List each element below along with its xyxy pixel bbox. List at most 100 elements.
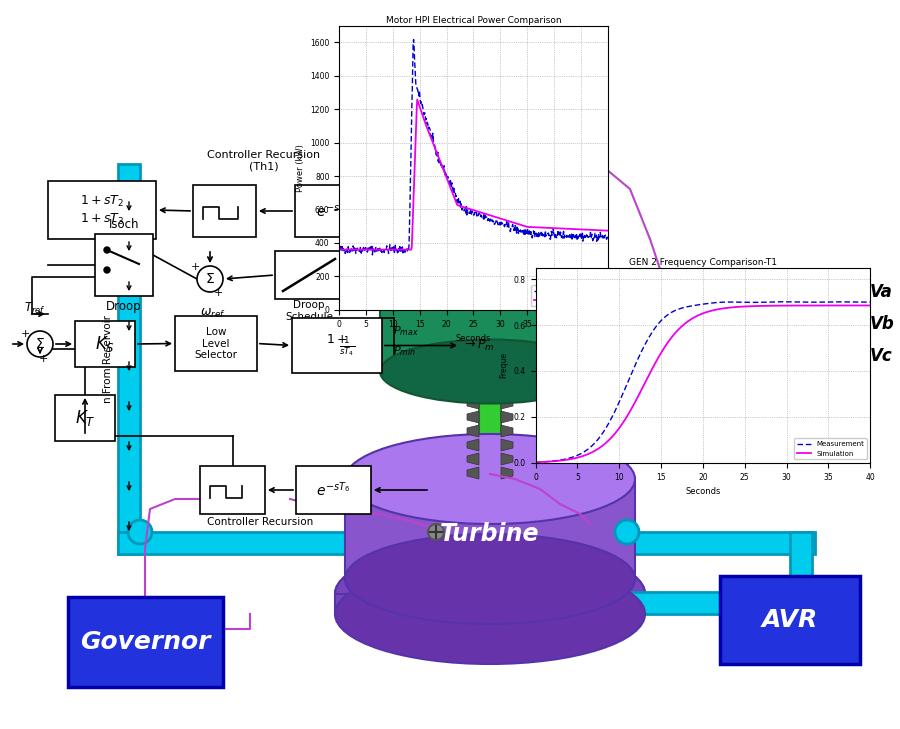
Text: $\omega_{ref}$: $\omega_{ref}$ bbox=[200, 307, 226, 320]
Text: +: + bbox=[39, 354, 48, 364]
Text: Droop
Schedule: Droop Schedule bbox=[285, 300, 333, 321]
Ellipse shape bbox=[335, 544, 645, 644]
Ellipse shape bbox=[482, 67, 498, 79]
Bar bbox=[118, 532, 538, 554]
Text: +: + bbox=[21, 329, 30, 339]
Bar bbox=[627, 592, 812, 614]
Text: $T_{ref}$: $T_{ref}$ bbox=[24, 301, 46, 316]
Polygon shape bbox=[490, 115, 543, 124]
Text: $\omega$: $\omega$ bbox=[435, 202, 450, 220]
Text: +: + bbox=[213, 288, 222, 298]
Polygon shape bbox=[482, 124, 498, 138]
Bar bbox=[790, 532, 812, 614]
Text: $\omega_{ref}$: $\omega_{ref}$ bbox=[365, 257, 391, 270]
Y-axis label: Power (kW): Power (kW) bbox=[295, 144, 304, 192]
Bar bbox=[193, 185, 256, 237]
Bar bbox=[482, 73, 498, 91]
Ellipse shape bbox=[475, 81, 505, 101]
Text: Exciter: Exciter bbox=[418, 139, 494, 158]
Ellipse shape bbox=[345, 534, 635, 624]
Polygon shape bbox=[467, 439, 479, 451]
Bar bbox=[200, 466, 265, 514]
Bar bbox=[48, 181, 156, 239]
Legend: Measurement, Simulation: Measurement, Simulation bbox=[531, 285, 604, 306]
Bar bbox=[295, 185, 370, 237]
Bar bbox=[292, 318, 382, 373]
Bar bbox=[118, 164, 140, 554]
Text: n From Reservoir: n From Reservoir bbox=[103, 315, 113, 403]
Bar bbox=[479, 369, 501, 489]
Text: $P_{min}$: $P_{min}$ bbox=[393, 344, 416, 358]
Polygon shape bbox=[501, 369, 513, 381]
Text: Va: Va bbox=[870, 283, 893, 301]
X-axis label: Seconds: Seconds bbox=[685, 487, 721, 496]
Bar bbox=[55, 395, 115, 441]
Text: Generator: Generator bbox=[422, 292, 557, 316]
Circle shape bbox=[428, 524, 444, 540]
Ellipse shape bbox=[345, 534, 635, 624]
Text: $K_S$: $K_S$ bbox=[95, 334, 115, 354]
Ellipse shape bbox=[335, 564, 645, 664]
Circle shape bbox=[128, 520, 152, 544]
Text: Governor: Governor bbox=[80, 630, 211, 654]
Ellipse shape bbox=[335, 544, 645, 644]
Text: $1 + sT_3$: $1 + sT_3$ bbox=[80, 211, 124, 227]
Bar bbox=[296, 466, 371, 514]
Text: 1: 1 bbox=[592, 212, 600, 225]
Text: $e^{-sT_6}$: $e^{-sT_6}$ bbox=[317, 480, 351, 499]
Ellipse shape bbox=[380, 340, 600, 403]
Bar bbox=[68, 597, 223, 687]
Polygon shape bbox=[490, 124, 530, 133]
Polygon shape bbox=[435, 99, 545, 134]
Text: Droop: Droop bbox=[106, 300, 142, 313]
Bar bbox=[605, 532, 815, 554]
Text: Vc: Vc bbox=[870, 347, 893, 365]
Text: $\rightarrow P_m$: $\rightarrow P_m$ bbox=[462, 338, 495, 353]
Text: AVR: AVR bbox=[762, 608, 818, 632]
Text: Controller Recursion
(Th1): Controller Recursion (Th1) bbox=[207, 150, 320, 172]
Bar bbox=[720, 576, 860, 664]
Text: $1 + sT_2$: $1 + sT_2$ bbox=[80, 193, 124, 208]
Bar bbox=[75, 321, 135, 367]
Text: $1 +$: $1 +$ bbox=[326, 333, 347, 346]
Text: Controller Recursion: Controller Recursion bbox=[207, 517, 313, 527]
Text: Vb: Vb bbox=[870, 315, 895, 333]
Title: Motor HPI Electrical Power Comparison: Motor HPI Electrical Power Comparison bbox=[385, 16, 562, 25]
Polygon shape bbox=[467, 467, 479, 479]
Ellipse shape bbox=[412, 110, 568, 158]
Ellipse shape bbox=[460, 84, 520, 114]
Polygon shape bbox=[467, 369, 479, 381]
Text: Turbine: Turbine bbox=[440, 522, 540, 546]
Polygon shape bbox=[482, 100, 498, 124]
Polygon shape bbox=[501, 453, 513, 465]
Polygon shape bbox=[490, 104, 530, 124]
Polygon shape bbox=[501, 467, 513, 479]
Text: $P_{max}$: $P_{max}$ bbox=[393, 324, 419, 338]
Polygon shape bbox=[450, 104, 490, 124]
Polygon shape bbox=[467, 453, 479, 465]
Polygon shape bbox=[345, 479, 635, 579]
Legend: Measurement, Simulation: Measurement, Simulation bbox=[794, 438, 867, 459]
Polygon shape bbox=[467, 425, 479, 437]
Y-axis label: Freque: Freque bbox=[500, 352, 508, 378]
Text: +: + bbox=[190, 262, 200, 272]
Bar bbox=[275, 251, 343, 299]
Polygon shape bbox=[501, 383, 513, 395]
Bar bbox=[175, 316, 257, 371]
Ellipse shape bbox=[380, 195, 600, 259]
Polygon shape bbox=[501, 439, 513, 451]
Text: $\Sigma$: $\Sigma$ bbox=[205, 272, 215, 286]
Bar bbox=[605, 379, 627, 554]
Polygon shape bbox=[380, 227, 600, 372]
Bar bbox=[95, 234, 153, 296]
Ellipse shape bbox=[412, 112, 568, 160]
Text: $P_E$: $P_E$ bbox=[365, 276, 380, 292]
Polygon shape bbox=[467, 383, 479, 395]
Polygon shape bbox=[501, 411, 513, 423]
Circle shape bbox=[104, 247, 110, 253]
Circle shape bbox=[27, 331, 53, 357]
Text: Low
Level
Selector: Low Level Selector bbox=[194, 327, 238, 360]
Polygon shape bbox=[467, 397, 479, 409]
Polygon shape bbox=[450, 124, 490, 133]
Polygon shape bbox=[335, 594, 645, 614]
